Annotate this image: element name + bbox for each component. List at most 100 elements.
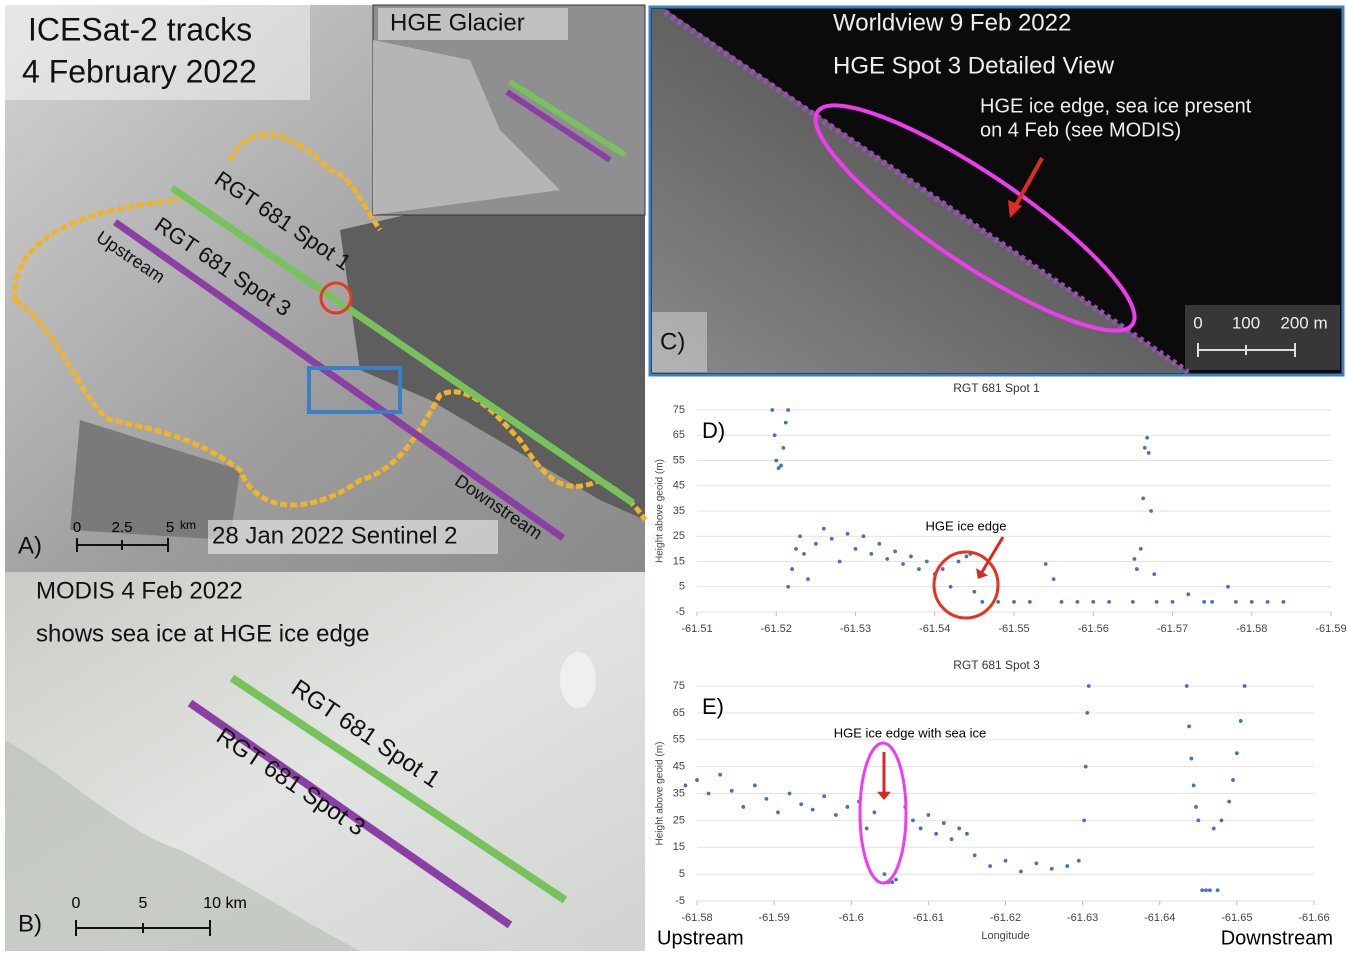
data-point	[846, 532, 850, 536]
x-tick-label: -61.59	[759, 912, 790, 924]
data-point	[957, 560, 961, 564]
x-tick-label: -61.62	[990, 912, 1021, 924]
data-point	[786, 585, 790, 589]
data-point	[926, 813, 930, 817]
data-point	[1004, 859, 1008, 863]
x-tick-label: -61.58	[681, 912, 712, 924]
annotation: HGE ice edge with sea ice	[834, 725, 986, 740]
data-point	[776, 810, 780, 814]
data-point	[774, 459, 778, 463]
data-point	[741, 805, 745, 809]
data-point	[814, 542, 818, 546]
y-tick-label: 25	[673, 530, 685, 542]
data-point	[1141, 496, 1145, 500]
y-tick-label: 65	[673, 707, 685, 719]
y-tick-label: 35	[673, 787, 685, 799]
data-point	[1147, 451, 1151, 455]
scale-label: 5	[166, 519, 174, 536]
panel-letter: B)	[18, 910, 42, 937]
y-axis-label: Height above geoid (m)	[655, 742, 666, 846]
data-point	[917, 567, 921, 571]
y-axis-label: Height above geoid (m)	[655, 459, 666, 563]
data-point	[1028, 600, 1032, 604]
data-point	[1234, 600, 1238, 604]
data-point	[781, 446, 785, 450]
scale-label: 2.5	[112, 519, 133, 536]
data-point	[811, 808, 815, 812]
panel-b: MODIS 4 Feb 2022 shows sea ice at HGE ic…	[5, 572, 645, 951]
annotation: on 4 Feb (see MODIS)	[980, 119, 1181, 141]
data-point	[838, 560, 842, 564]
data-point	[1185, 684, 1189, 688]
scale-unit: km	[180, 518, 196, 532]
data-point	[941, 567, 945, 571]
data-point	[996, 600, 1000, 604]
panel-letter: E)	[702, 694, 724, 719]
data-point	[790, 567, 794, 571]
data-point	[1019, 870, 1023, 874]
data-point	[894, 878, 898, 882]
data-point	[822, 794, 826, 798]
chart-background	[650, 378, 1343, 655]
data-point	[1060, 600, 1064, 604]
scale-label: 0	[72, 895, 81, 912]
y-tick-label: 75	[673, 680, 685, 692]
x-tick-label: -61.6	[839, 912, 864, 924]
y-tick-label: 5	[679, 581, 685, 593]
data-point	[1149, 509, 1153, 513]
data-point	[1208, 888, 1212, 892]
data-point	[901, 562, 905, 566]
scale-label: 10 km	[203, 895, 247, 912]
y-tick-label: 75	[673, 404, 685, 416]
data-point	[753, 784, 757, 788]
scale-label: 200 m	[1280, 313, 1327, 332]
panel-c: Worldview 9 Feb 2022 HGE Spot 3 Detailed…	[650, 7, 1343, 375]
data-point	[1034, 861, 1038, 865]
panel-title: ICESat-2 tracks	[28, 11, 252, 47]
data-point	[1052, 577, 1056, 581]
data-point	[1044, 562, 1048, 566]
data-point	[1200, 888, 1204, 892]
data-point	[1231, 778, 1235, 782]
annotation: HGE ice edge, sea ice present	[980, 95, 1252, 117]
scale-label: 5	[139, 895, 148, 912]
data-point	[1189, 757, 1193, 761]
data-point	[806, 577, 810, 581]
y-tick-label: 15	[673, 555, 685, 567]
data-point	[1050, 867, 1054, 871]
y-tick-label: 15	[673, 841, 685, 853]
data-point	[865, 827, 869, 831]
figure: ICESat-2 tracks 4 February 2022 HGE Glac…	[0, 0, 1346, 951]
charts: RGT 681 Spot 1-5515253545556575-61.51-61…	[650, 378, 1346, 942]
data-point	[1171, 600, 1175, 604]
data-point	[957, 827, 961, 831]
data-point	[1133, 557, 1137, 561]
data-point	[1065, 864, 1069, 868]
data-point	[1139, 547, 1143, 551]
data-point	[1152, 572, 1156, 576]
data-point	[1145, 436, 1149, 440]
chart-title: RGT 681 Spot 3	[953, 658, 1040, 672]
panel-title: 4 February 2022	[22, 53, 257, 89]
data-point	[1087, 684, 1091, 688]
data-point	[1227, 800, 1231, 804]
x-tick-label: -61.65	[1221, 912, 1252, 924]
data-point	[718, 773, 722, 777]
y-tick-label: 65	[673, 429, 685, 441]
data-point	[988, 864, 992, 868]
data-point	[773, 433, 777, 437]
y-tick-label: 45	[673, 761, 685, 773]
data-point	[784, 421, 788, 425]
scale-label: 100	[1232, 313, 1260, 332]
data-point	[845, 805, 849, 809]
data-point	[1216, 888, 1220, 892]
data-point	[949, 585, 953, 589]
data-point	[1210, 600, 1214, 604]
data-point	[911, 818, 915, 822]
y-tick-label: 5	[679, 868, 685, 880]
data-point	[885, 557, 889, 561]
data-point	[1282, 600, 1286, 604]
ice-patch	[560, 652, 596, 708]
scale-label: 0	[73, 519, 81, 536]
panel-title: Worldview 9 Feb 2022	[833, 9, 1071, 36]
